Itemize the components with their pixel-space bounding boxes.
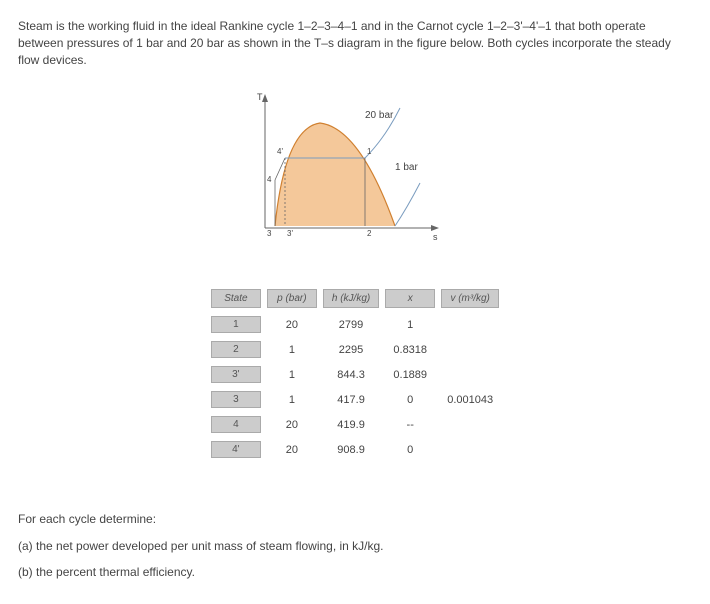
pt-3p: 3' <box>287 229 293 238</box>
table-body: 1 20 2799 1 2 1 2295 0.8318 3' 1 844.3 0… <box>211 316 499 458</box>
cell-v <box>441 316 499 333</box>
label-1bar: 1 bar <box>395 162 418 173</box>
problem-statement: Steam is the working fluid in the ideal … <box>18 18 692 68</box>
cell-x: 0.8318 <box>385 341 435 358</box>
cell-v <box>441 416 499 433</box>
ts-diagram: T s 20 bar 1 bar 1 2 3 3' 4 4' <box>18 88 692 251</box>
pt-3: 3 <box>267 229 272 238</box>
cell-p: 1 <box>267 391 317 408</box>
cell-v <box>441 441 499 458</box>
cell-x: 1 <box>385 316 435 333</box>
table-row: 3 1 417.9 0 0.001043 <box>211 391 499 408</box>
label-20bar: 20 bar <box>365 110 394 121</box>
cell-state: 3 <box>211 391 261 408</box>
col-x: x <box>385 289 435 308</box>
cell-x: 0 <box>385 441 435 458</box>
cell-p: 20 <box>267 416 317 433</box>
cell-h: 419.9 <box>323 416 379 433</box>
pt-1: 1 <box>367 147 372 156</box>
col-state: State <box>211 289 261 308</box>
cell-x: 0 <box>385 391 435 408</box>
cell-v <box>441 366 499 383</box>
table-row: 1 20 2799 1 <box>211 316 499 333</box>
cell-state: 4' <box>211 441 261 458</box>
cell-h: 2295 <box>323 341 379 358</box>
cell-x: -- <box>385 416 435 433</box>
cell-state: 3' <box>211 366 261 383</box>
cell-h: 417.9 <box>323 391 379 408</box>
question-b: (b) the percent thermal efficiency. <box>18 559 692 585</box>
questions-block: For each cycle determine: (a) the net po… <box>18 506 692 585</box>
table-row: 2 1 2295 0.8318 <box>211 341 499 358</box>
questions-intro: For each cycle determine: <box>18 506 692 532</box>
cell-v: 0.001043 <box>441 391 499 408</box>
col-p: p (bar) <box>267 289 317 308</box>
cell-p: 20 <box>267 316 317 333</box>
cell-h: 2799 <box>323 316 379 333</box>
cell-state: 1 <box>211 316 261 333</box>
pt-4p: 4' <box>277 147 283 156</box>
state-table: State p (bar) h (kJ/kg) x v (m³/kg) 1 20… <box>205 281 505 466</box>
cell-p: 20 <box>267 441 317 458</box>
cell-h: 844.3 <box>323 366 379 383</box>
question-a: (a) the net power developed per unit mas… <box>18 533 692 559</box>
cell-p: 1 <box>267 341 317 358</box>
pt-4: 4 <box>267 175 272 184</box>
col-h: h (kJ/kg) <box>323 289 379 308</box>
table-row: 3' 1 844.3 0.1889 <box>211 366 499 383</box>
table-row: 4' 20 908.9 0 <box>211 441 499 458</box>
cell-p: 1 <box>267 366 317 383</box>
table-row: 4 20 419.9 -- <box>211 416 499 433</box>
col-v: v (m³/kg) <box>441 289 499 308</box>
cell-state: 2 <box>211 341 261 358</box>
cell-v <box>441 341 499 358</box>
cell-h: 908.9 <box>323 441 379 458</box>
table-header-row: State p (bar) h (kJ/kg) x v (m³/kg) <box>211 289 499 308</box>
pt-2: 2 <box>367 229 372 238</box>
yaxis-label: T <box>257 92 263 102</box>
cell-x: 0.1889 <box>385 366 435 383</box>
xaxis-label: s <box>433 232 438 242</box>
cell-state: 4 <box>211 416 261 433</box>
